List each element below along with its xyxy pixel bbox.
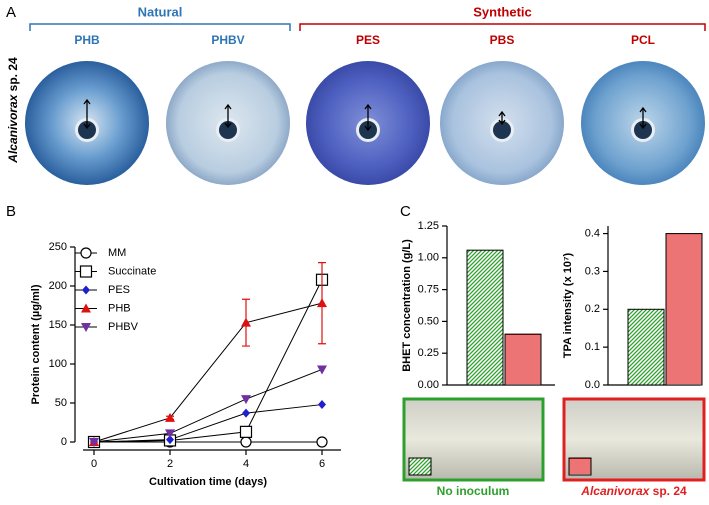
point [165, 412, 175, 422]
legend-label: PES [108, 284, 130, 296]
y-tick-label: 0.0 [585, 379, 600, 391]
legend-label: Succinate [108, 265, 156, 277]
caption-strain: sp. 24 [653, 484, 687, 498]
x-axis-label: Cultivation time (days) [149, 476, 267, 488]
point [242, 408, 250, 418]
arrow-head [639, 123, 647, 130]
legend-marker [81, 323, 91, 332]
photo-caption: No inoculum [437, 484, 510, 498]
sample-label: PCL [631, 33, 655, 47]
side-label: Alcanivorax sp. 24 [6, 57, 20, 164]
group-bracket [29, 23, 291, 31]
sample-label: PBS [490, 33, 515, 47]
arrow-head [224, 122, 232, 129]
side-label-species: Alcanivorax [6, 93, 20, 163]
y-tick-label: 200 [49, 280, 67, 292]
arrow-head [83, 123, 91, 130]
bar [665, 233, 703, 386]
arrow-head [364, 125, 372, 132]
y-tick-label: 0.00 [418, 379, 439, 391]
y-tick-label: 0.75 [418, 284, 439, 296]
series-line [93, 368, 323, 443]
point [241, 395, 251, 405]
arrow-head [364, 103, 372, 110]
photo-icon [408, 457, 432, 476]
group-bracket [299, 23, 706, 31]
y-tick-label: 0.25 [418, 347, 439, 359]
sample-label: PHB [74, 33, 100, 47]
legend-marker [79, 265, 93, 278]
legend-marker [81, 303, 91, 313]
hole [219, 121, 237, 139]
arrow-head [83, 98, 91, 105]
legend-marker [80, 247, 92, 259]
y-axis-label: Protein content (µg/ml) [30, 284, 42, 404]
caption-species: Alcanivorax [580, 484, 650, 498]
legend-label: MM [108, 247, 126, 259]
x-tick-label: 2 [167, 458, 173, 470]
x-tick-label: 6 [319, 458, 325, 470]
point [166, 435, 174, 445]
x-tick-label: 4 [243, 458, 249, 470]
legend-label: PHBV [108, 321, 139, 333]
point [317, 298, 327, 308]
y-tick-label: 0 [61, 436, 67, 448]
point [318, 400, 326, 410]
point [89, 438, 99, 447]
arrow-head [498, 110, 506, 117]
arrow-head [224, 103, 232, 110]
bar [627, 308, 665, 386]
panel-label: B [6, 203, 16, 220]
x-tick-label: 0 [91, 458, 97, 470]
panel-label: C [400, 203, 411, 220]
point [317, 365, 327, 375]
point [316, 436, 328, 448]
series-line [93, 404, 323, 443]
hole [493, 121, 511, 139]
y-tick-label: 0.1 [585, 341, 600, 353]
arrow-head [498, 119, 506, 126]
group-label: Natural [138, 4, 183, 19]
y-tick-label: 150 [49, 319, 67, 331]
point [240, 436, 252, 448]
y-tick-label: 1.00 [418, 252, 439, 264]
hole [78, 121, 96, 139]
panel-label: A [6, 4, 16, 21]
y-tick-label: 0.50 [418, 315, 439, 327]
y-tick-label: 50 [55, 397, 67, 409]
y-tick-label: 0.3 [585, 265, 600, 277]
sample-label: PES [356, 33, 380, 47]
point [165, 429, 175, 439]
bar [504, 333, 542, 386]
y-tick-label: 0.2 [585, 303, 600, 315]
legend-marker [82, 285, 90, 295]
legend-label: PHB [108, 302, 131, 314]
photo-icon [568, 457, 592, 476]
group-label: Synthetic [473, 4, 532, 19]
photo-caption: Alcanivorax sp. 24 [580, 484, 687, 498]
y-tick-label: 100 [49, 358, 67, 370]
point [241, 317, 251, 327]
series-line [93, 302, 323, 443]
point [239, 425, 253, 438]
bar [466, 249, 504, 386]
y-axis-label: TPA intensity (x 10⁷) [562, 252, 574, 358]
side-label-strain: sp. 24 [6, 57, 20, 91]
y-tick-label: 250 [49, 241, 67, 253]
hole [634, 121, 652, 139]
arrow-head [639, 106, 647, 113]
sample-label: PHBV [211, 33, 244, 47]
flask-photos: No inoculum Alcanivorax sp. 24 [402, 397, 706, 498]
y-tick-label: 1.25 [418, 220, 439, 232]
y-tick-label: 0.4 [585, 227, 600, 239]
y-axis-label: BHET concentration (g/L) [401, 239, 413, 372]
